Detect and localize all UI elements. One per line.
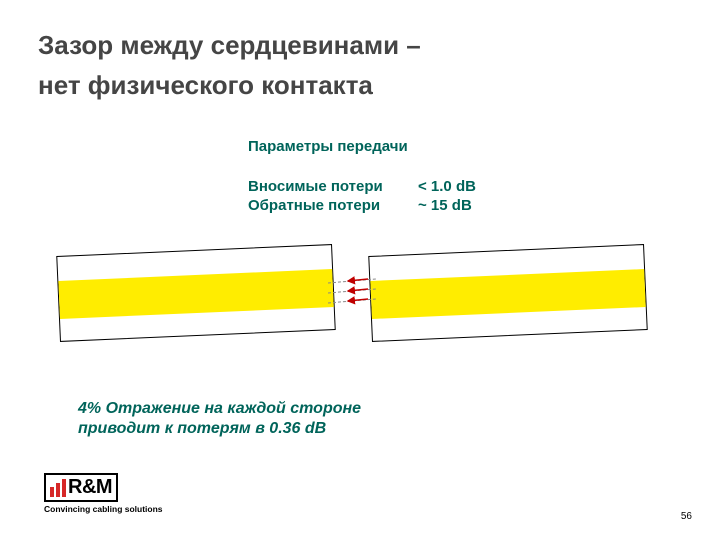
fiber-right-end (368, 244, 647, 342)
param-label-0: Вносимые потери (248, 178, 383, 195)
logo-box: R&M (44, 473, 118, 502)
reflection-note-line1: 4% Отражение на каждой стороне (78, 400, 361, 418)
param-value-1: ~ 15 dB (418, 197, 472, 214)
brand-logo: R&M Convincing cabling solutions (44, 473, 163, 514)
logo-tagline: Convincing cabling solutions (44, 504, 163, 514)
slide-title-line2: нет физического контакта (38, 70, 373, 101)
fiber-left-core (58, 269, 333, 319)
fiber-gap-diagram (58, 228, 638, 358)
fiber-left-end (56, 244, 335, 342)
logo-bars-icon (50, 479, 66, 497)
param-value-0: < 1.0 dB (418, 178, 476, 195)
slide-title-line1: Зазор между сердцевинами – (38, 30, 421, 61)
fiber-right-core (370, 269, 645, 319)
page-number: 56 (681, 511, 692, 522)
slide: Зазор между сердцевинами – нет физическо… (0, 0, 720, 540)
logo-brand-text: R&M (68, 476, 112, 499)
param-label-1: Обратные потери (248, 197, 380, 214)
reflection-note-line2: приводит к потерям в 0.36 dB (78, 420, 326, 438)
params-header: Параметры передачи (248, 138, 408, 155)
